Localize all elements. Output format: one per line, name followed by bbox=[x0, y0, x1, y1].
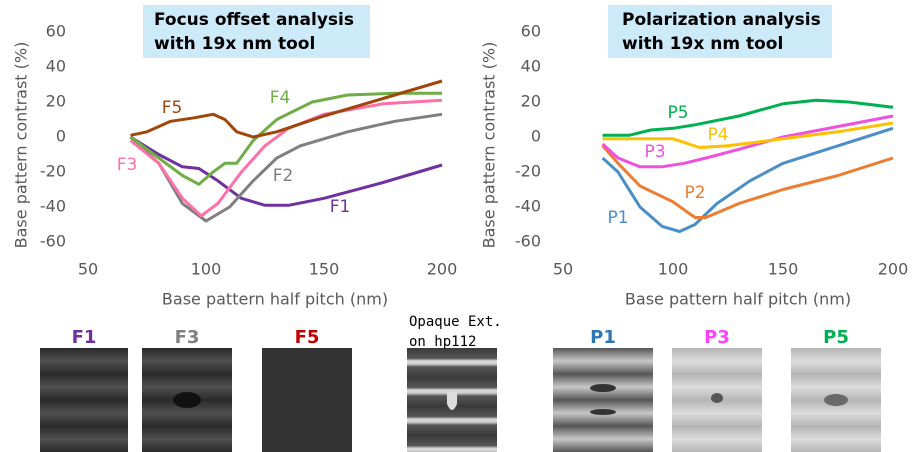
y-tick-label: 20 bbox=[46, 92, 66, 111]
thumbnail-caption: P5 bbox=[823, 327, 849, 348]
title-box bbox=[143, 5, 370, 58]
x-tick-label: 100 bbox=[658, 260, 689, 279]
data-line bbox=[601, 126, 894, 233]
data-line bbox=[129, 91, 442, 186]
image-feature bbox=[447, 392, 457, 410]
y-tick-label: 40 bbox=[521, 57, 541, 76]
data-line bbox=[602, 98, 894, 137]
data-line bbox=[129, 112, 443, 223]
y-tick-label: -60 bbox=[40, 232, 66, 251]
series-label: P2 bbox=[684, 183, 705, 203]
x-tick-label: 150 bbox=[768, 260, 799, 279]
y-tick-label: 0 bbox=[531, 127, 541, 146]
x-tick-label: 200 bbox=[427, 260, 458, 279]
image bbox=[262, 348, 352, 452]
x-tick-label: 50 bbox=[78, 260, 98, 279]
y-tick-label: 60 bbox=[521, 22, 541, 41]
image bbox=[553, 348, 653, 452]
image-feature bbox=[173, 392, 201, 408]
y-axis-label: Base pattern contrast (%) bbox=[480, 42, 499, 249]
data-line bbox=[601, 144, 894, 219]
chart-title: with 19x nm tool bbox=[154, 34, 315, 54]
series-label: P4 bbox=[707, 125, 728, 145]
y-tick-label: -20 bbox=[515, 162, 541, 181]
thumbnail-caption: P1 bbox=[590, 327, 616, 348]
y-tick-label: -20 bbox=[40, 162, 66, 181]
series-label: F1 bbox=[330, 197, 351, 217]
chart-title: Focus offset analysis bbox=[154, 10, 354, 30]
y-tick-label: -40 bbox=[515, 197, 541, 216]
chart-title: Polarization analysis bbox=[622, 10, 821, 30]
data-line bbox=[601, 114, 894, 169]
x-tick-label: 50 bbox=[553, 260, 573, 279]
y-tick-label: 60 bbox=[46, 22, 66, 41]
y-tick-label: -60 bbox=[515, 232, 541, 251]
data-line bbox=[602, 121, 894, 149]
data-line bbox=[130, 79, 443, 139]
x-tick-label: 200 bbox=[878, 260, 909, 279]
series-label: P3 bbox=[644, 142, 665, 162]
series-label: F4 bbox=[270, 88, 291, 108]
image-feature bbox=[824, 394, 848, 406]
image-feature bbox=[590, 409, 616, 415]
thumbnail-caption: F5 bbox=[295, 327, 320, 348]
y-tick-label: -40 bbox=[40, 197, 66, 216]
image-feature bbox=[590, 384, 616, 392]
x-tick-label: 100 bbox=[191, 260, 222, 279]
series-label: F3 bbox=[117, 155, 138, 175]
image-feature bbox=[711, 393, 723, 403]
x-tick-label: 150 bbox=[309, 260, 340, 279]
x-axis-label: Base pattern half pitch (nm) bbox=[162, 290, 388, 309]
thumbnail-caption: F3 bbox=[175, 327, 200, 348]
y-tick-label: 40 bbox=[46, 57, 66, 76]
thumbnail-caption: on hp112 bbox=[409, 334, 476, 350]
title-box bbox=[608, 5, 832, 58]
thumbnail-caption: F1 bbox=[72, 327, 97, 348]
y-axis-label: Base pattern contrast (%) bbox=[12, 42, 31, 249]
thumbnail-caption: P3 bbox=[704, 327, 730, 348]
y-tick-label: 0 bbox=[56, 127, 66, 146]
series-label: F2 bbox=[273, 166, 294, 186]
series-label: F5 bbox=[162, 98, 183, 118]
image bbox=[40, 348, 128, 452]
y-tick-label: 20 bbox=[521, 92, 541, 111]
x-axis-label: Base pattern half pitch (nm) bbox=[625, 290, 851, 309]
data-line bbox=[129, 135, 443, 207]
thumbnail-images bbox=[40, 348, 881, 452]
chart-title: with 19x nm tool bbox=[622, 34, 783, 54]
series-label: P1 bbox=[607, 208, 628, 228]
series-label: P5 bbox=[667, 103, 688, 123]
thumbnail-caption: Opaque Ext. bbox=[409, 314, 502, 330]
